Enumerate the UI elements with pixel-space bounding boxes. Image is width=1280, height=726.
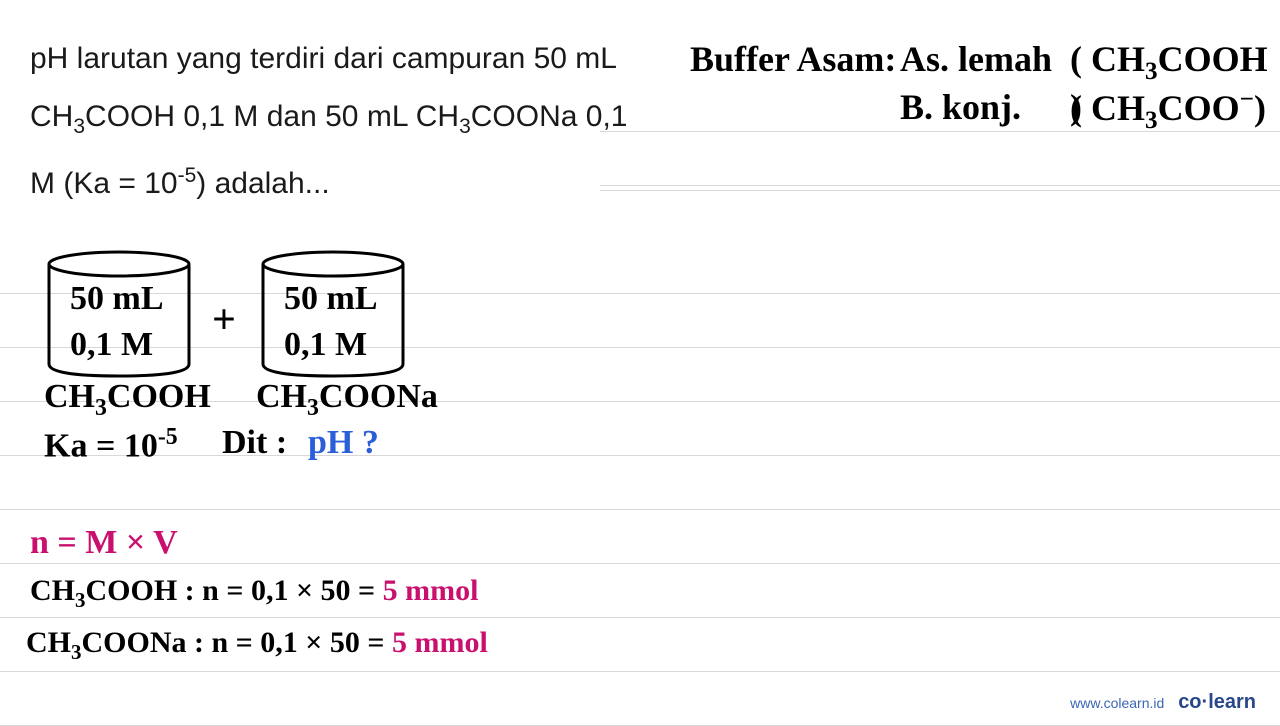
question-line3: M (Ka = 10-5) adalah... bbox=[30, 164, 330, 201]
dit-label: Dit : bbox=[222, 424, 287, 462]
annotation-buffer-title: Buffer Asam: bbox=[690, 38, 896, 80]
beaker1-concentration: 0,1 M bbox=[70, 326, 153, 364]
footer-url: www.colearn.id bbox=[1070, 695, 1164, 711]
dit-value: pH ? bbox=[308, 424, 379, 462]
annotation-conj-base-label: B. konj. bbox=[900, 86, 1021, 128]
beaker1-formula: CH3COOH bbox=[44, 378, 211, 422]
beaker1-volume: 50 mL bbox=[70, 280, 164, 318]
beaker2-volume: 50 mL bbox=[284, 280, 378, 318]
formula-moles: n = M × V bbox=[30, 524, 178, 562]
calc-line1: CH3COOH : n = 0,1 × 50 = 5 mmol bbox=[30, 574, 478, 613]
beaker2-concentration: 0,1 M bbox=[284, 326, 367, 364]
plus-icon: + bbox=[212, 296, 236, 344]
footer-brand: co·learn bbox=[1178, 691, 1256, 713]
beaker2-formula: CH3COONa bbox=[256, 378, 438, 422]
question-line2: CH3COOH 0,1 M dan 50 mL CH3COONa 0,1 bbox=[30, 100, 627, 139]
annotation-weak-acid-label: As. lemah bbox=[900, 38, 1052, 80]
footer: www.colearn.id co·learn bbox=[1070, 691, 1256, 714]
question-line1: pH larutan yang terdiri dari campuran 50… bbox=[30, 42, 617, 76]
beaker1-ka: Ka = 10-5 bbox=[44, 424, 178, 465]
calc-line2: CH3COONa : n = 0,1 × 50 = 5 mmol bbox=[26, 626, 488, 665]
annotation-conj-base-formula: ( CH3COO−) bbox=[1070, 86, 1266, 135]
